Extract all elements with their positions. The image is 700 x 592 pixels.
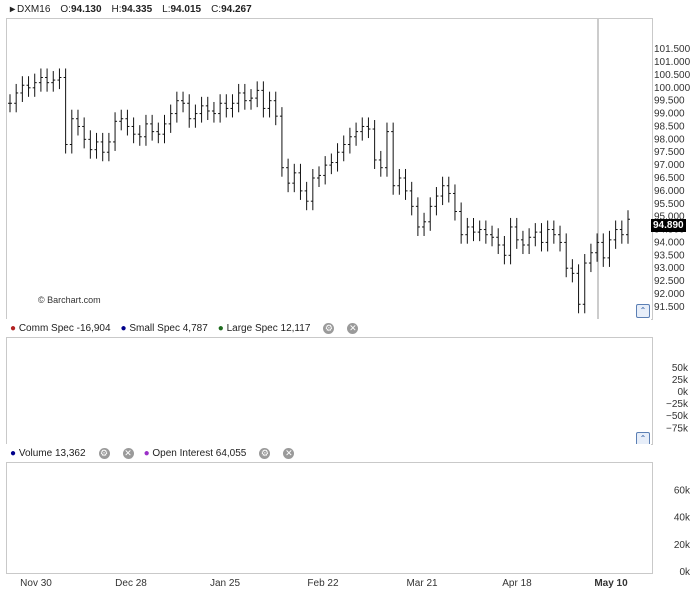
price-y-tick-label: 92.000 — [654, 289, 685, 300]
volume-legend: ● Volume 13,362 ⚙ ✕ ● Open Interest 64,0… — [6, 444, 651, 462]
cot-y-tick-label: 25k — [672, 375, 689, 386]
price-y-tick-label: 99.500 — [654, 96, 685, 107]
close-icon[interactable]: ✕ — [283, 447, 295, 459]
volume-y-tick-label: 20k — [674, 540, 691, 551]
legend-open-interest: ● Open Interest 64,055 — [143, 447, 247, 459]
cot-y-tick-label: −25k — [666, 399, 689, 410]
close-icon[interactable]: ✕ — [122, 447, 134, 459]
cot-y-tick-label: −50k — [666, 411, 689, 422]
price-y-tick-label: 100.500 — [654, 70, 691, 81]
price-y-tick-label: 92.500 — [654, 276, 685, 287]
price-y-tick-label: 94.000 — [654, 237, 685, 248]
price-y-tick-label: 101.500 — [654, 44, 691, 55]
legend-volume: ● Volume 13,362 — [10, 447, 86, 459]
price-y-tick-label: 98.500 — [654, 121, 685, 132]
high-value: H:94.335 — [111, 3, 153, 15]
price-y-tick-label: 97.000 — [654, 160, 685, 171]
settings-gear-icon[interactable]: ⚙ — [98, 447, 110, 459]
low-value: L:94.015 — [162, 3, 202, 15]
price-y-tick-label: 97.500 — [654, 147, 685, 158]
cot-y-tick-label: 0k — [677, 387, 689, 398]
legend-small-spec: ● Small Spec 4,787 — [120, 322, 208, 334]
price-y-tick-label: 96.500 — [654, 173, 685, 184]
price-y-tick-label: 95.500 — [654, 199, 685, 210]
settings-gear-icon[interactable]: ⚙ — [323, 322, 335, 334]
cot-y-tick-label: −75k — [666, 423, 689, 434]
price-y-tick-label: 95.000 — [654, 212, 685, 223]
price-y-tick-label: 93.000 — [654, 263, 685, 274]
cot-y-tick-label: 50k — [672, 363, 689, 374]
cot-legend: ● Comm Spec -16,904 ● Small Spec 4,787 ●… — [6, 319, 651, 337]
settings-gear-icon[interactable]: ⚙ — [259, 447, 271, 459]
price-panel[interactable] — [6, 18, 653, 320]
volume-y-tick-label: 60k — [674, 485, 691, 496]
x-axis-label: Dec 28 — [115, 578, 147, 589]
price-y-tick-label: 93.500 — [654, 250, 685, 261]
open-value: O:94.130 — [60, 3, 102, 15]
price-y-tick-label: 99.000 — [654, 109, 685, 120]
price-y-tick-label: 100.000 — [654, 83, 691, 94]
volume-y-tick-label: 0k — [679, 567, 691, 578]
cot-panel[interactable] — [6, 337, 653, 445]
x-axis-label: Nov 30 — [20, 578, 52, 589]
legend-large-spec: ● Large Spec 12,117 — [217, 322, 311, 334]
x-axis-label: Apr 18 — [502, 578, 532, 589]
price-y-tick-label: 91.500 — [654, 302, 685, 313]
symbol-label: ▸ DXM16 — [10, 3, 51, 15]
price-y-tick-label: 101.000 — [654, 57, 691, 68]
x-axis-label: Mar 21 — [406, 578, 438, 589]
close-value: C:94.267 — [211, 3, 252, 15]
ohlc-header: ▸ DXM16 O:94.130 H:94.335 L:94.015 C:94.2… — [6, 0, 651, 18]
volume-y-tick-label: 40k — [674, 513, 691, 524]
x-axis-label: Feb 22 — [307, 578, 339, 589]
volume-panel[interactable] — [6, 462, 653, 574]
price-y-tick-label: 98.000 — [654, 134, 685, 145]
price-scroll-button[interactable]: ⌃ — [636, 304, 650, 318]
x-axis-label: May 10 — [594, 578, 628, 589]
x-axis-label: Jan 25 — [210, 578, 240, 589]
copyright: © Barchart.com — [38, 295, 101, 305]
price-y-tick-label: 96.000 — [654, 186, 685, 197]
close-icon[interactable]: ✕ — [347, 322, 359, 334]
legend-comm-spec: ● Comm Spec -16,904 — [10, 322, 111, 334]
last-price-badge: 94.890 — [651, 219, 686, 232]
